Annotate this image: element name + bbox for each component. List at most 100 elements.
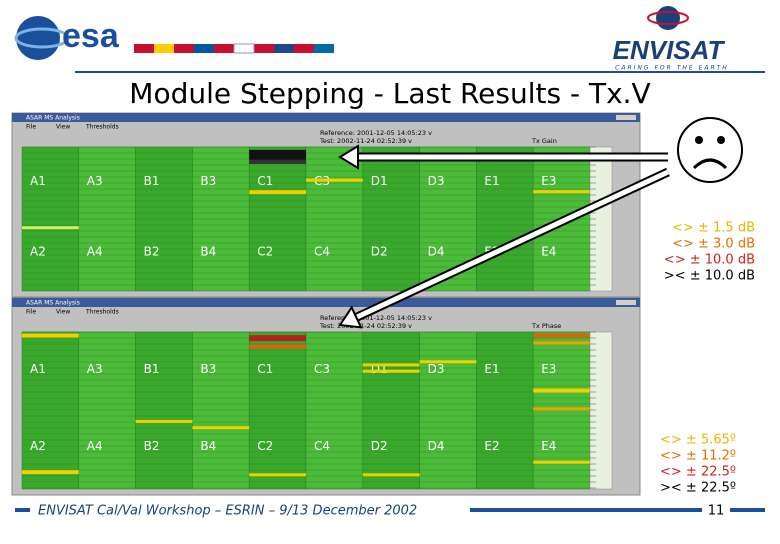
title-bar bbox=[12, 298, 640, 307]
module-label: A2 bbox=[30, 439, 46, 453]
module-label: E1 bbox=[484, 362, 499, 376]
module-label: D2 bbox=[371, 245, 388, 259]
reference-time: Reference: 2001-12-05 14:05:23 v bbox=[320, 314, 432, 322]
module-label: B1 bbox=[144, 362, 160, 376]
tile-highlight bbox=[192, 426, 250, 430]
module-column bbox=[476, 331, 534, 490]
menu-item: View bbox=[56, 309, 70, 316]
flags bbox=[134, 43, 334, 54]
module-column bbox=[21, 331, 80, 490]
legend-bg bbox=[656, 464, 770, 480]
module-column bbox=[362, 331, 420, 490]
legend-bg bbox=[655, 252, 760, 268]
module-label: E2 bbox=[484, 439, 499, 453]
tile-highlight bbox=[249, 149, 306, 160]
module-label: C4 bbox=[314, 439, 330, 453]
module-label: C3 bbox=[314, 362, 330, 376]
window-buttons bbox=[616, 300, 636, 305]
module-label: D4 bbox=[428, 245, 445, 259]
menu-item: File bbox=[26, 124, 36, 131]
slide-title: Module Stepping - Last Results - Tx.V bbox=[129, 77, 650, 110]
module-label: E1 bbox=[484, 174, 499, 188]
tile-highlight bbox=[249, 190, 306, 195]
module-label: E3 bbox=[541, 174, 556, 188]
window-title: ASAR MS Analysis bbox=[26, 300, 80, 307]
tile-highlight bbox=[533, 460, 590, 464]
module-column bbox=[135, 331, 193, 490]
arrow-body bbox=[355, 169, 670, 320]
esa-logo-ring bbox=[14, 27, 70, 49]
arrow-head bbox=[338, 305, 363, 329]
tile-highlight bbox=[533, 190, 590, 194]
legend-entry: <> ± 5.65º bbox=[660, 433, 736, 448]
legend-entry: <> ± 22.5º bbox=[660, 465, 736, 480]
test-time: Test: 2002-11-24 02:52:39 v bbox=[319, 137, 412, 145]
module-label: B2 bbox=[144, 245, 160, 259]
module-label: D3 bbox=[428, 174, 445, 188]
module-column bbox=[305, 331, 364, 490]
legend-bg bbox=[655, 220, 760, 236]
tile-highlight bbox=[306, 178, 363, 182]
tile-highlight bbox=[533, 407, 590, 411]
tile-highlight bbox=[22, 333, 79, 338]
module-column bbox=[78, 331, 136, 490]
tile-highlight bbox=[249, 473, 306, 477]
legend-bg bbox=[655, 268, 760, 284]
envisat-logo-text: ENVISAT bbox=[613, 35, 726, 65]
module-column bbox=[532, 331, 591, 490]
tile-highlight bbox=[533, 341, 590, 345]
module-label: E4 bbox=[541, 439, 556, 453]
legend-entry: >< ± 10.0 dB bbox=[664, 269, 755, 284]
window-buttons bbox=[616, 115, 636, 120]
module-column bbox=[248, 331, 307, 490]
module-label: A3 bbox=[87, 362, 103, 376]
module-label: B4 bbox=[200, 439, 216, 453]
tile-highlight bbox=[135, 419, 193, 423]
module-label: D3 bbox=[428, 362, 445, 376]
reference-time: Reference: 2001-12-05 14:05:23 v bbox=[320, 129, 432, 137]
envisat-globe bbox=[656, 6, 680, 30]
module-label: B1 bbox=[144, 174, 160, 188]
tile-highlight bbox=[22, 470, 79, 475]
module-label: B3 bbox=[200, 362, 216, 376]
mode-label: Tx Phase bbox=[531, 322, 561, 330]
sad-face bbox=[677, 117, 743, 183]
legend-entry: <> ± 1.5 dB bbox=[672, 221, 755, 236]
module-label: C1 bbox=[257, 174, 273, 188]
screenshot-panel: ASAR MS Analysis File View Thresholds Refere… bbox=[11, 297, 641, 496]
legend-bg bbox=[656, 480, 770, 496]
legend-bg bbox=[656, 432, 770, 448]
module-label: E4 bbox=[541, 245, 556, 259]
legend-entry: <> ± 3.0 dB bbox=[672, 237, 755, 252]
module-label: C2 bbox=[257, 245, 273, 259]
tile-highlight bbox=[362, 363, 420, 367]
window-title: ASAR MS Analysis bbox=[26, 115, 80, 122]
legend-entry: >< ± 22.5º bbox=[660, 481, 736, 496]
module-label: E3 bbox=[541, 362, 556, 376]
tile-highlight bbox=[362, 369, 420, 373]
page-number: 11 bbox=[708, 504, 725, 519]
legend-bg bbox=[655, 236, 760, 252]
menu-item: View bbox=[56, 124, 70, 131]
envisat-tagline: CARING FOR THE EARTH bbox=[615, 65, 729, 72]
module-label: A4 bbox=[87, 245, 103, 259]
tile-highlight bbox=[362, 473, 420, 477]
tile-highlight bbox=[419, 360, 477, 364]
module-label: A2 bbox=[30, 245, 46, 259]
arrow-head bbox=[338, 144, 359, 170]
menu-item: Thresholds bbox=[85, 309, 119, 316]
menu-item: File bbox=[26, 309, 36, 316]
tile-highlight bbox=[533, 333, 590, 338]
menu-item: Thresholds bbox=[85, 124, 119, 131]
esa-logo-mark bbox=[16, 16, 60, 60]
scale-column bbox=[589, 331, 613, 490]
tile-highlight bbox=[249, 344, 306, 349]
tile-highlight bbox=[249, 335, 306, 342]
module-label: B3 bbox=[200, 174, 216, 188]
module-label: A1 bbox=[30, 362, 46, 376]
module-label: C4 bbox=[314, 245, 330, 259]
tile-highlight bbox=[249, 159, 306, 164]
module-label: B2 bbox=[144, 439, 160, 453]
